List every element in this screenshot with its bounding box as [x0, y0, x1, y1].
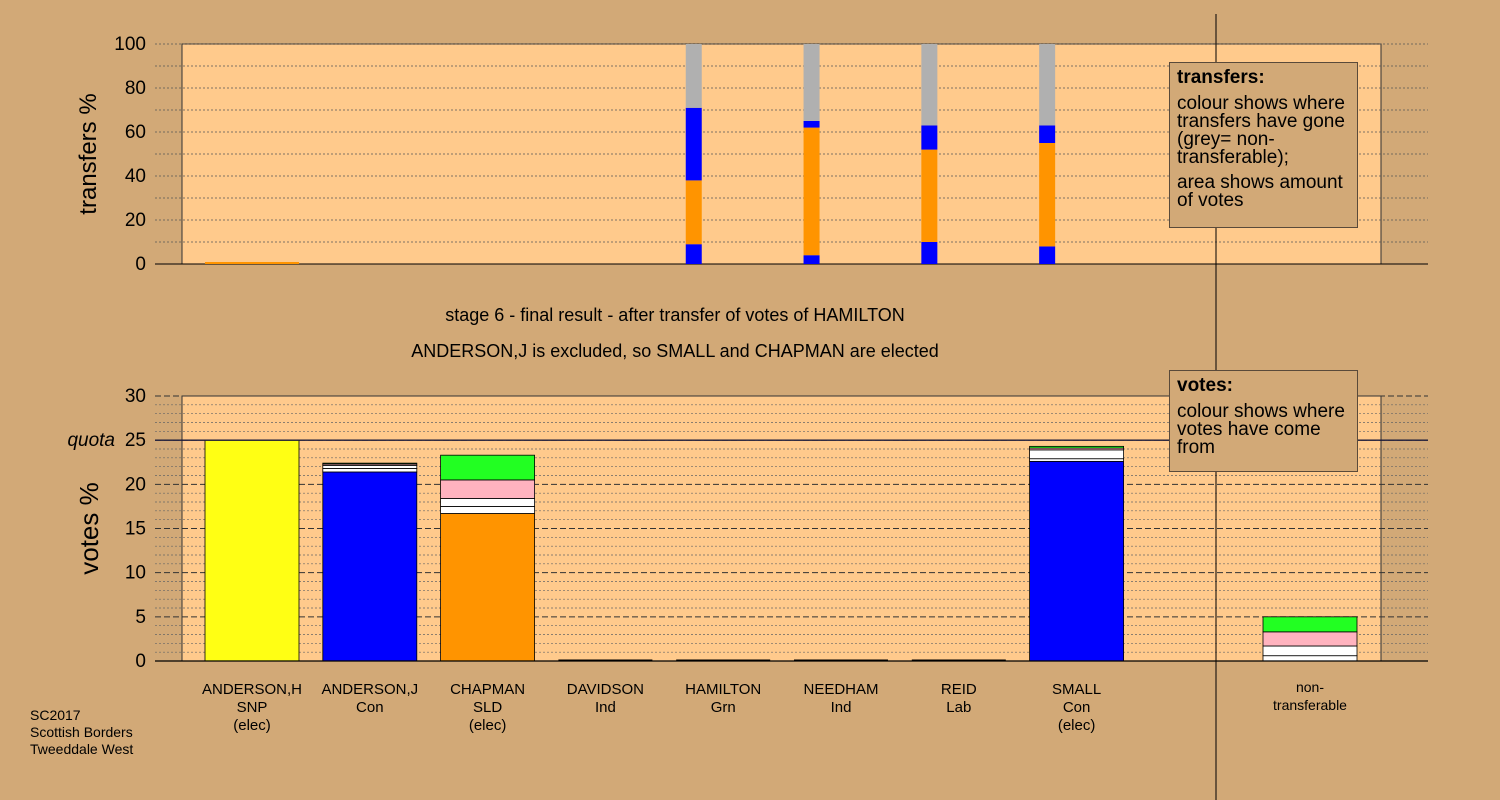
transfer-bar-segment	[803, 121, 820, 128]
transfers-legend-text-2: area shows amount of votes	[1177, 172, 1343, 211]
vote-bar-segment	[322, 464, 418, 469]
candidate-party-label: Grn	[711, 699, 736, 716]
transfer-bar-segment	[1039, 125, 1056, 143]
chart-title: stage 6 - final result - after transfer …	[445, 305, 905, 325]
transfers-axis-label: transfers %	[75, 93, 102, 214]
vote-bar-segment	[1262, 631, 1358, 647]
candidate-party-label: Ind	[831, 699, 852, 716]
candidate-name-label: ANDERSON,J	[321, 681, 418, 698]
vote-bar-segment	[440, 513, 536, 662]
vote-bar-segment	[204, 439, 300, 662]
vote-bar-segment	[322, 462, 418, 465]
votes-tick-label: 15	[125, 519, 146, 540]
vote-bar-segment	[440, 479, 536, 499]
transfer-bar-segment	[803, 44, 820, 121]
candidate-name-label: SMALL	[1052, 681, 1101, 698]
transfer-bar-segment	[803, 255, 820, 264]
candidate-party-label: Con	[356, 699, 384, 716]
transfers-legend-text: colour shows where transfers have gone (…	[1177, 93, 1345, 168]
candidate-status-label: (elec)	[233, 717, 271, 734]
candidate-name-label: CHAPMAN	[450, 681, 525, 698]
transfers-tick-label: 100	[114, 34, 146, 55]
candidate-status-label: (elec)	[469, 717, 507, 734]
transfer-bar-segment	[921, 44, 938, 126]
candidate-party-label: Lab	[946, 699, 971, 716]
vote-bar-segment	[1262, 655, 1358, 662]
transfer-bar-segment	[1039, 44, 1056, 126]
votes-legend-box: votes: colour shows where votes have com…	[1169, 370, 1358, 472]
candidate-name-label: NEEDHAM	[803, 681, 878, 698]
transfer-bar-segment	[921, 125, 938, 150]
footer-council: Scottish Borders	[30, 724, 133, 740]
transfers-tick-label: 20	[125, 210, 146, 231]
transfer-bar-segment	[921, 242, 938, 264]
transfer-bar-segment	[921, 149, 938, 242]
transfers-tick-label: 0	[135, 254, 146, 275]
transfer-bar-segment	[803, 127, 820, 256]
transfers-tick-label: 40	[125, 166, 146, 187]
footer-caption: SC2017 Scottish Borders Tweeddale West	[30, 707, 133, 758]
vote-bar-segment	[1262, 616, 1358, 633]
vote-bar-segment	[440, 454, 536, 481]
votes-legend-title: votes:	[1177, 375, 1233, 396]
transfer-bar-segment	[685, 180, 702, 245]
transfer-bar-segment	[1039, 246, 1056, 264]
candidate-status-label: (elec)	[1058, 717, 1096, 734]
candidate-name-label: HAMILTON	[685, 681, 761, 698]
votes-tick-label: 0	[135, 651, 146, 672]
transfers-legend-title: transfers:	[1177, 67, 1265, 88]
votes-legend-text: colour shows where votes have come from	[1177, 401, 1345, 458]
votes-tick-label: 5	[135, 607, 146, 628]
votes-tick-label: 10	[125, 563, 146, 584]
transfer-bar-segment	[685, 244, 702, 264]
votes-tick-label: 25	[125, 430, 146, 451]
transfer-bar-segment	[685, 44, 702, 108]
vote-bar-segment	[322, 471, 418, 662]
vote-bar-segment	[322, 468, 418, 473]
candidate-party-label: Ind	[595, 699, 616, 716]
vote-bar-segment	[1029, 445, 1124, 449]
transfer-bar-segment	[685, 107, 702, 181]
candidate-party-label: SLD	[473, 699, 502, 716]
votes-tick-label: 20	[125, 474, 146, 495]
transfers-legend-box: transfers: colour shows where transfers …	[1169, 62, 1358, 228]
nontransferable-label: non-	[1296, 679, 1324, 695]
footer-ward: Tweeddale West	[30, 741, 134, 757]
vote-bar-segment	[1262, 645, 1358, 657]
transfers-tick-label: 80	[125, 78, 146, 99]
candidate-party-label: Con	[1063, 699, 1091, 716]
votes-tick-label: 30	[125, 386, 146, 407]
nontransferable-label: transferable	[1273, 697, 1347, 713]
vote-bar-segment	[1029, 449, 1124, 460]
transfers-tick-label: 60	[125, 122, 146, 143]
transfer-bar-segment	[1039, 143, 1056, 247]
votes-axis-label: votes %	[74, 482, 104, 575]
vote-bar-segment	[440, 506, 536, 514]
footer-election: SC2017	[30, 707, 81, 723]
chart-subtitle: ANDERSON,J is excluded, so SMALL and CHA…	[411, 341, 939, 361]
candidate-party-label: SNP	[237, 699, 268, 716]
candidate-name-label: REID	[941, 681, 977, 698]
candidate-name-label: DAVIDSON	[567, 681, 644, 698]
quota-label: quota	[67, 430, 115, 451]
candidate-name-label: ANDERSON,H	[202, 681, 302, 698]
vote-bar-segment	[1029, 460, 1124, 662]
vote-bar-segment	[440, 498, 536, 507]
